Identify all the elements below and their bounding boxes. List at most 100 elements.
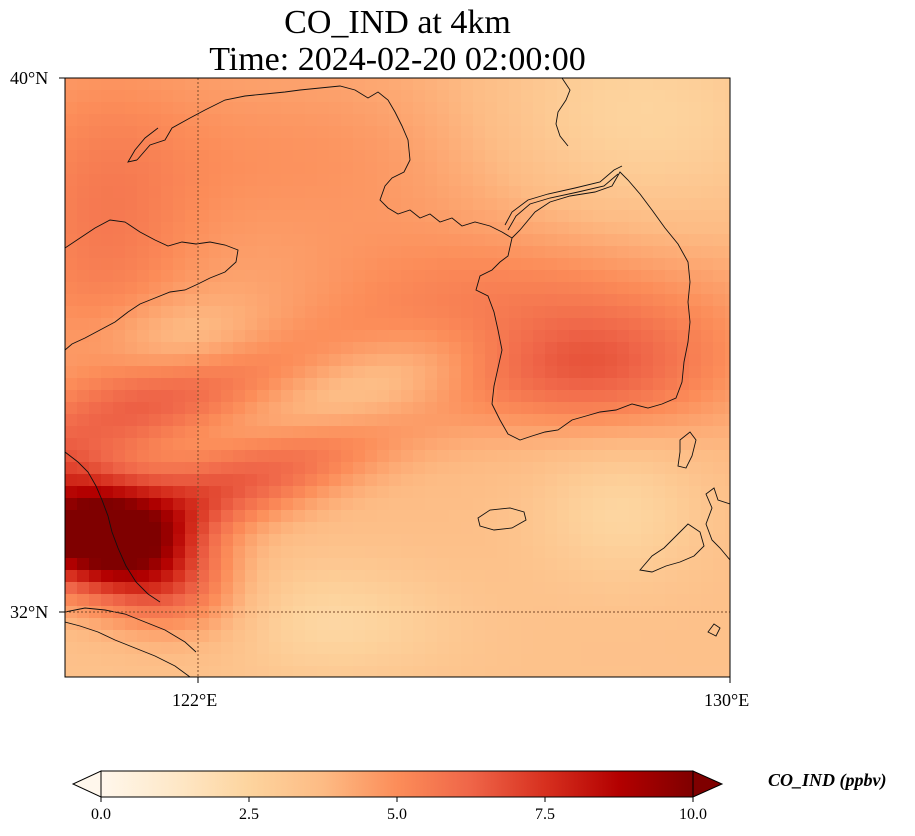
field-cell bbox=[389, 606, 402, 619]
field-cell bbox=[665, 102, 678, 115]
field-cell bbox=[281, 402, 294, 415]
field-cell bbox=[245, 546, 258, 559]
field-cell bbox=[725, 378, 730, 391]
field-cell bbox=[485, 306, 498, 319]
field-cell bbox=[269, 438, 282, 451]
field-cell bbox=[377, 570, 390, 583]
field-cell bbox=[137, 150, 150, 163]
field-cell bbox=[281, 474, 294, 487]
field-cell bbox=[389, 354, 402, 367]
field-cell bbox=[377, 630, 390, 643]
field-cell bbox=[689, 330, 702, 343]
field-cell bbox=[545, 642, 558, 655]
field-cell bbox=[653, 414, 666, 427]
field-cell bbox=[185, 438, 198, 451]
field-cell bbox=[281, 114, 294, 127]
field-cell bbox=[401, 342, 414, 355]
field-cell bbox=[617, 654, 630, 667]
field-cell bbox=[365, 642, 378, 655]
field-cell bbox=[101, 378, 114, 391]
field-cell bbox=[317, 606, 330, 619]
field-cell bbox=[197, 330, 210, 343]
field-cell bbox=[425, 498, 438, 511]
field-cell bbox=[521, 114, 534, 127]
field-cell bbox=[125, 186, 138, 199]
field-cell bbox=[461, 558, 474, 571]
field-cell bbox=[425, 150, 438, 163]
field-cell bbox=[281, 306, 294, 319]
field-cell bbox=[593, 270, 606, 283]
field-cell bbox=[701, 546, 714, 559]
field-cell bbox=[353, 522, 366, 535]
field-cell bbox=[377, 402, 390, 415]
field-cell bbox=[521, 90, 534, 103]
field-cell bbox=[281, 162, 294, 175]
field-cell bbox=[581, 438, 594, 451]
field-cell bbox=[101, 486, 114, 499]
field-cell bbox=[689, 606, 702, 619]
field-cell bbox=[713, 378, 726, 391]
field-cell bbox=[293, 162, 306, 175]
field-cell bbox=[605, 306, 618, 319]
field-cell bbox=[269, 378, 282, 391]
field-cell bbox=[101, 462, 114, 475]
field-cell bbox=[197, 378, 210, 391]
field-cell bbox=[137, 522, 150, 535]
field-cell bbox=[581, 402, 594, 415]
field-cell bbox=[269, 222, 282, 235]
field-cell bbox=[149, 306, 162, 319]
field-cell bbox=[617, 642, 630, 655]
field-cell bbox=[245, 426, 258, 439]
field-cell bbox=[197, 102, 210, 115]
field-cell bbox=[413, 90, 426, 103]
field-cell bbox=[545, 606, 558, 619]
field-cell bbox=[545, 510, 558, 523]
field-cell bbox=[545, 486, 558, 499]
field-cell bbox=[281, 282, 294, 295]
field-cell bbox=[701, 366, 714, 379]
field-cell bbox=[701, 186, 714, 199]
field-cell bbox=[233, 162, 246, 175]
field-cell bbox=[725, 78, 730, 91]
field-cell bbox=[293, 450, 306, 463]
field-cell bbox=[641, 222, 654, 235]
field-cell bbox=[473, 486, 486, 499]
field-cell bbox=[713, 198, 726, 211]
field-cell bbox=[149, 282, 162, 295]
field-cell bbox=[401, 642, 414, 655]
field-cell bbox=[485, 426, 498, 439]
field-cell bbox=[329, 654, 342, 667]
field-cell bbox=[521, 594, 534, 607]
field-cell bbox=[497, 282, 510, 295]
field-cell bbox=[197, 294, 210, 307]
field-cell bbox=[317, 90, 330, 103]
field-cell bbox=[581, 174, 594, 187]
field-cell bbox=[101, 498, 114, 511]
field-cell bbox=[713, 330, 726, 343]
field-cell bbox=[137, 90, 150, 103]
field-cell bbox=[473, 366, 486, 379]
field-cell bbox=[161, 474, 174, 487]
field-cell bbox=[293, 126, 306, 139]
field-cell bbox=[509, 402, 522, 415]
field-cell bbox=[65, 606, 78, 619]
field-cell bbox=[593, 258, 606, 271]
field-cell bbox=[617, 294, 630, 307]
field-cell bbox=[533, 354, 546, 367]
field-cell bbox=[701, 630, 714, 643]
field-cell bbox=[137, 498, 150, 511]
field-cell bbox=[293, 390, 306, 403]
field-cell bbox=[113, 414, 126, 427]
field-cell bbox=[377, 534, 390, 547]
field-cell bbox=[305, 174, 318, 187]
field-cell bbox=[89, 174, 102, 187]
field-cell bbox=[545, 102, 558, 115]
field-cell bbox=[269, 270, 282, 283]
field-cell bbox=[365, 114, 378, 127]
field-cell bbox=[725, 246, 730, 259]
field-cell bbox=[653, 666, 666, 677]
field-cell bbox=[725, 642, 730, 655]
field-cell bbox=[341, 534, 354, 547]
field-cell bbox=[701, 570, 714, 583]
field-cell bbox=[425, 606, 438, 619]
